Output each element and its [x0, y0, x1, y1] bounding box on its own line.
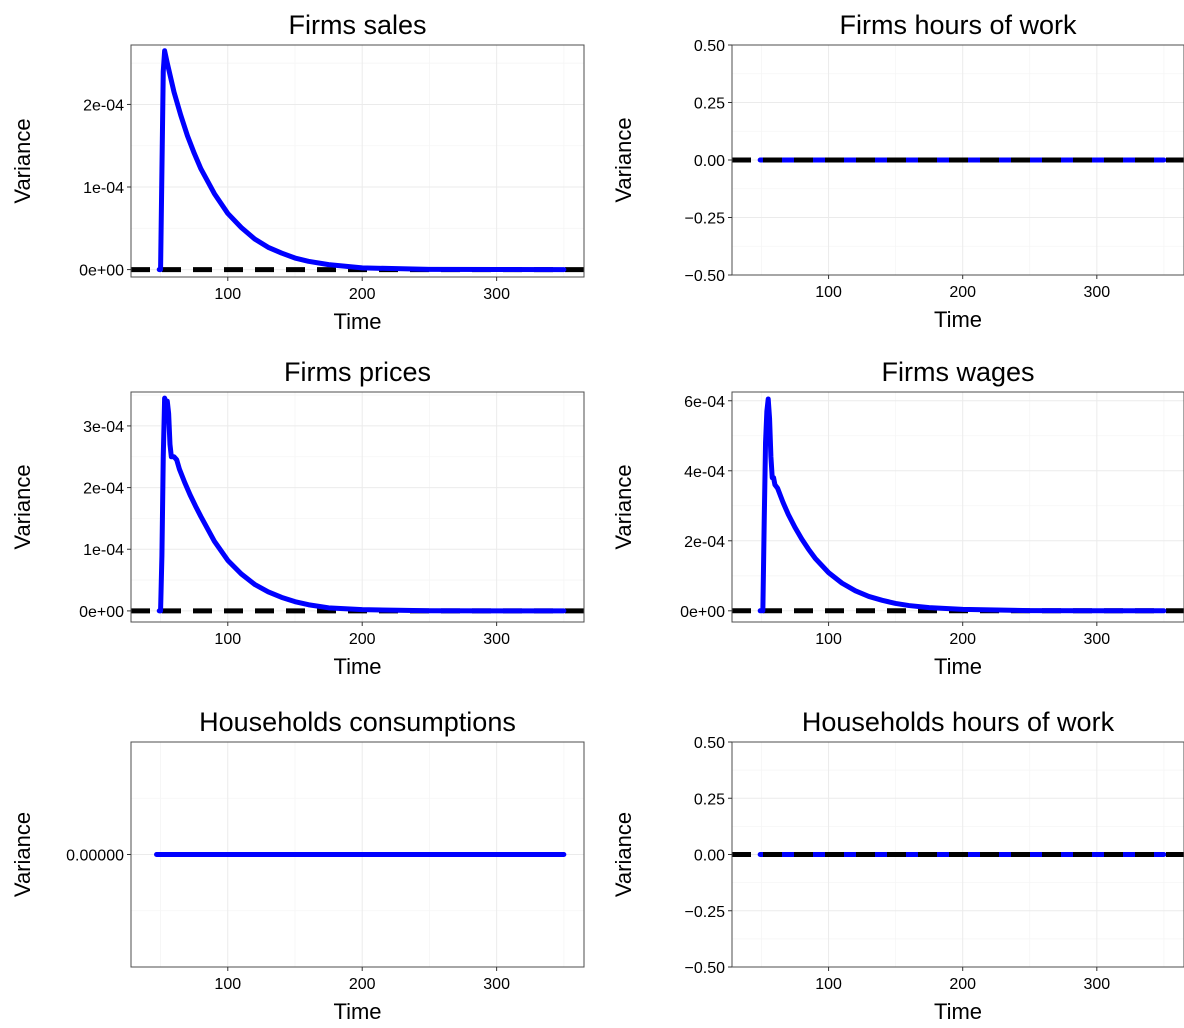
- x-tick-label: 300: [483, 976, 510, 993]
- plot-background: [732, 392, 1184, 622]
- y-axis-title: Variance: [611, 812, 636, 897]
- x-axis-title: Time: [333, 999, 381, 1024]
- y-axis-title: Variance: [611, 464, 636, 549]
- chart-panel: 100 200 300 0e+00 2e-04 4e-04 6e-04 Firms wages…: [611, 357, 1184, 679]
- y-tick-label: 6e-04: [684, 394, 725, 411]
- y-tick-label: 0e+00: [79, 604, 124, 621]
- y-tick-label: 0e+00: [680, 604, 725, 621]
- y-tick-label: 1e-04: [83, 542, 124, 559]
- chart-title: Firms prices: [284, 357, 431, 387]
- chart-panel: 100 200 300 −0.50 −0.25 0.00 0.25 0.50 Household…: [611, 707, 1184, 1024]
- x-axis-title: Time: [934, 654, 982, 679]
- x-axis-title: Time: [333, 654, 381, 679]
- x-tick-label: 200: [349, 631, 376, 648]
- x-axis-title: Time: [333, 309, 381, 334]
- chart-panel: 100 200 300 0.00000 Households consumptions T…: [10, 707, 585, 1024]
- y-tick-label: 0.25: [694, 791, 725, 808]
- x-tick-label: 100: [214, 976, 241, 993]
- chart-panel: 100 200 300 −0.50 −0.25 0.00 0.25 0.50 Firms hou…: [611, 10, 1184, 332]
- y-tick-label: 0.00000: [66, 848, 124, 865]
- x-tick-label: 200: [949, 631, 976, 648]
- x-axis-title: Time: [934, 307, 982, 332]
- y-tick-label: 0.25: [694, 96, 725, 113]
- y-axis-title: Variance: [611, 117, 636, 202]
- y-tick-label: −0.25: [685, 904, 726, 921]
- y-tick-label: −0.50: [685, 268, 726, 285]
- x-tick-label: 100: [815, 631, 842, 648]
- series-line: [156, 48, 567, 273]
- x-tick-label: 300: [1083, 976, 1110, 993]
- y-tick-label: −0.50: [685, 960, 726, 977]
- chart-panel: 100 200 300 0e+00 1e-04 2e-04 3e-04 Firms price…: [10, 357, 585, 679]
- y-tick-label: 0e+00: [79, 263, 124, 280]
- plot-background: [131, 45, 584, 277]
- chart-title: Households hours of work: [802, 707, 1115, 737]
- x-axis-title: Time: [934, 999, 982, 1024]
- x-tick-label: 200: [949, 284, 976, 301]
- x-tick-label: 100: [214, 631, 241, 648]
- chart-title: Households consumptions: [199, 707, 516, 737]
- x-tick-label: 300: [483, 631, 510, 648]
- y-axis-title: Variance: [10, 464, 35, 549]
- y-axis-title: Variance: [10, 118, 35, 203]
- plot-frame: [731, 391, 1184, 623]
- chart-title: Firms wages: [881, 357, 1034, 387]
- y-tick-label: 0.50: [694, 735, 725, 752]
- y-tick-label: 3e-04: [83, 419, 124, 436]
- y-tick-label: −0.25: [685, 211, 726, 228]
- plot-frame: [130, 44, 585, 278]
- series-line: [757, 396, 1167, 614]
- x-tick-label: 300: [1083, 631, 1110, 648]
- y-tick-label: 0.00: [694, 848, 725, 865]
- y-tick-label: 1e-04: [83, 180, 124, 197]
- plot-background: [131, 392, 584, 622]
- x-tick-label: 200: [349, 286, 376, 303]
- plot-frame: [130, 391, 585, 623]
- chart-title: Firms sales: [288, 10, 426, 40]
- x-tick-label: 300: [1083, 284, 1110, 301]
- x-tick-label: 100: [815, 976, 842, 993]
- y-tick-label: 0.00: [694, 153, 725, 170]
- x-tick-label: 200: [949, 976, 976, 993]
- y-tick-label: 4e-04: [684, 464, 725, 481]
- series-line: [156, 395, 567, 614]
- y-tick-label: 2e-04: [83, 481, 124, 498]
- y-tick-label: 2e-04: [83, 97, 124, 114]
- x-tick-label: 200: [349, 976, 376, 993]
- chart-title: Firms hours of work: [839, 10, 1077, 40]
- chart-panel: 100 200 300 0e+00 1e-04 2e-04 Firms sales Time V…: [10, 10, 585, 334]
- x-tick-label: 100: [815, 284, 842, 301]
- x-tick-label: 300: [483, 286, 510, 303]
- y-axis-title: Variance: [10, 812, 35, 897]
- x-tick-label: 100: [214, 286, 241, 303]
- y-tick-label: 0.50: [694, 38, 725, 55]
- y-tick-label: 2e-04: [684, 534, 725, 551]
